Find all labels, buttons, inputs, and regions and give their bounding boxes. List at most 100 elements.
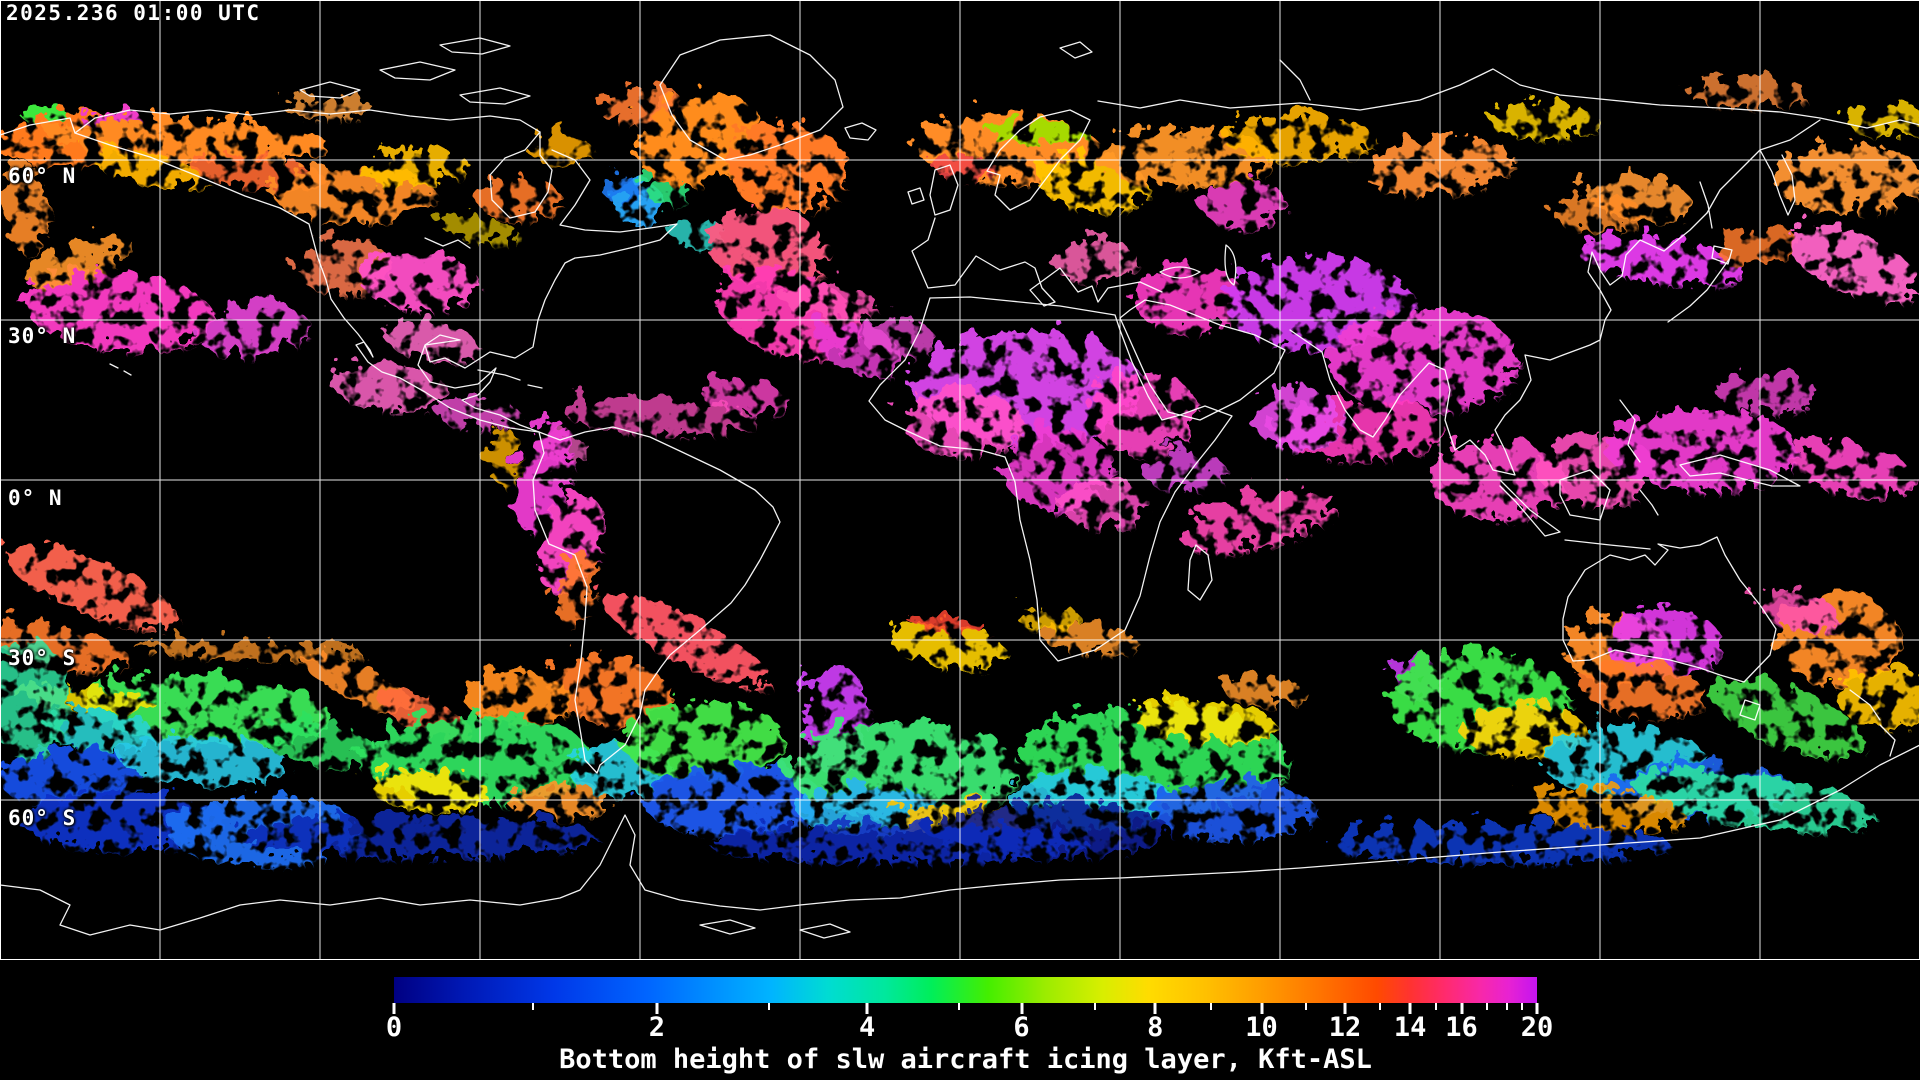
icing-region bbox=[1063, 479, 1147, 531]
cuba-hispaniola bbox=[477, 369, 543, 389]
asia-south-coast bbox=[1289, 212, 1708, 476]
icing-region bbox=[360, 151, 470, 189]
coastlines bbox=[0, 34, 1920, 939]
arabia bbox=[1119, 299, 1286, 421]
madagascar bbox=[1187, 544, 1213, 601]
colorbar-tick-label: 14 bbox=[1393, 1012, 1427, 1043]
colorbar-tick bbox=[1460, 1003, 1464, 1014]
colorbar-tick bbox=[1535, 1003, 1539, 1014]
scandinavia-baltic bbox=[986, 109, 1091, 211]
colorbar-tick-label: 0 bbox=[385, 1012, 403, 1043]
colorbar: 0 2 4 6 8 10 12 14 16 20 bbox=[386, 977, 1553, 1041]
icing-region bbox=[935, 155, 995, 181]
colorbar-tick bbox=[1093, 1003, 1096, 1010]
colorbar-tick bbox=[1435, 1003, 1438, 1010]
latitude-label: 0° N bbox=[8, 486, 63, 510]
icing-region bbox=[1133, 699, 1277, 745]
icing-region bbox=[1330, 310, 1520, 414]
graticule bbox=[0, 0, 1920, 960]
icing-region bbox=[782, 283, 878, 321]
icing-region bbox=[906, 615, 990, 635]
icing-region bbox=[240, 816, 600, 860]
colorbar-tick bbox=[1485, 1003, 1488, 1010]
icing-region bbox=[1255, 388, 1345, 452]
icing-region bbox=[38, 710, 162, 754]
icing-region bbox=[602, 593, 774, 691]
icing-region bbox=[865, 320, 935, 360]
colorbar-tick bbox=[1020, 1003, 1023, 1014]
africa-coast bbox=[868, 296, 1233, 662]
great-lakes bbox=[424, 237, 471, 249]
icing-region bbox=[1053, 240, 1137, 284]
icing-region bbox=[1430, 442, 1570, 522]
icing-region bbox=[1634, 771, 1876, 833]
colorbar-tick bbox=[1260, 1003, 1264, 1014]
japan bbox=[1667, 245, 1733, 323]
coast-north-america-arctic bbox=[74, 109, 541, 134]
colorbar-tick-label: 20 bbox=[1520, 1012, 1554, 1043]
icing-region bbox=[528, 134, 592, 166]
icing-region bbox=[1848, 106, 1920, 138]
icing-region bbox=[623, 702, 787, 782]
icing-region bbox=[710, 825, 1090, 865]
icing-region bbox=[285, 100, 375, 120]
icing-region bbox=[6, 165, 50, 255]
icing-region bbox=[1490, 104, 1600, 140]
icing-region bbox=[6, 544, 178, 632]
icing-region bbox=[700, 379, 790, 417]
colorbar-tick-label: 12 bbox=[1328, 1012, 1362, 1043]
colorbar-tick-label: 10 bbox=[1245, 1012, 1278, 1043]
asia-arctic-coast bbox=[1097, 68, 1920, 129]
icing-region bbox=[1182, 490, 1338, 554]
antarctic-islands bbox=[699, 919, 851, 939]
icing-region bbox=[1523, 790, 1687, 834]
icing-region bbox=[892, 624, 1008, 672]
icing-region bbox=[1135, 265, 1245, 335]
sakhalin bbox=[1699, 181, 1713, 229]
colorbar-tick bbox=[865, 1003, 869, 1014]
new-zealand bbox=[1849, 689, 1896, 757]
icing-region bbox=[1610, 410, 1800, 494]
colorbar-caption: Bottom height of slw aircraft icing laye… bbox=[559, 1044, 1372, 1075]
black-sea bbox=[1159, 266, 1201, 279]
svalbard bbox=[1059, 41, 1093, 59]
europe-coast bbox=[911, 217, 1163, 307]
icing-region bbox=[1840, 670, 1920, 730]
icing-region bbox=[21, 109, 69, 123]
icing-region bbox=[1607, 609, 1723, 681]
icing-region bbox=[1153, 782, 1317, 842]
icing-region bbox=[905, 393, 1025, 457]
colorbar-tick-label: 8 bbox=[1147, 1012, 1164, 1043]
icing-region bbox=[1775, 145, 1920, 215]
caspian-sea bbox=[1224, 244, 1237, 286]
coast-north-america-west bbox=[0, 117, 540, 433]
icing-region bbox=[478, 178, 562, 222]
colorbar-tick-label: 16 bbox=[1445, 1012, 1478, 1043]
latitude-label: 60° S bbox=[8, 806, 77, 830]
icing-region bbox=[1330, 825, 1670, 865]
map-canvas bbox=[0, 0, 1920, 960]
colorbar-tick bbox=[1379, 1003, 1382, 1010]
australia bbox=[1562, 536, 1777, 683]
icing-region bbox=[1789, 226, 1920, 304]
latitude-label: 30° S bbox=[8, 646, 77, 670]
colorbar-tick bbox=[957, 1003, 960, 1010]
colorbar-tick-label: 2 bbox=[648, 1012, 666, 1043]
icing-region bbox=[604, 176, 640, 204]
south-america bbox=[532, 426, 781, 774]
icing-region bbox=[1793, 444, 1917, 500]
colorbar-tick bbox=[532, 1003, 535, 1010]
iceland bbox=[844, 122, 877, 141]
colorbar-tick bbox=[392, 1003, 396, 1014]
icing-region bbox=[1759, 589, 1841, 635]
colorbar-tick bbox=[1305, 1003, 1308, 1010]
colorbar-tick bbox=[1506, 1003, 1509, 1010]
greenland bbox=[659, 34, 844, 161]
icing-region bbox=[1018, 608, 1082, 632]
icing-region bbox=[28, 235, 132, 289]
colorbar-tick bbox=[655, 1003, 659, 1014]
icing-region bbox=[990, 124, 1090, 146]
icing-data-layer bbox=[0, 81, 1920, 867]
philippines bbox=[1619, 399, 1641, 463]
